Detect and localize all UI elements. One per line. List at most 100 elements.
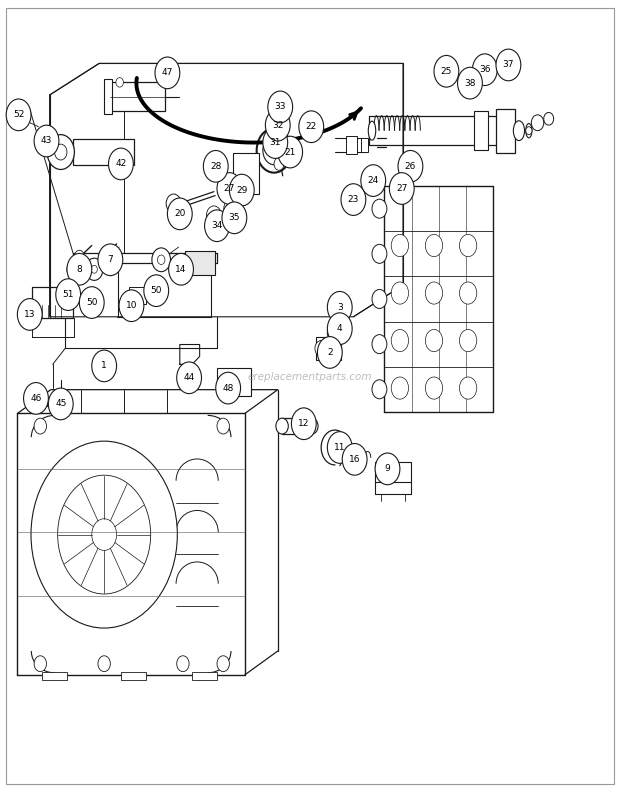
Circle shape [375,453,400,485]
Circle shape [496,49,521,81]
Circle shape [265,155,275,168]
Circle shape [459,377,477,399]
Circle shape [24,383,48,414]
Circle shape [108,148,133,180]
Circle shape [329,341,341,356]
Bar [474,111,488,150]
Circle shape [166,194,181,213]
Circle shape [372,245,387,264]
Ellipse shape [276,418,288,434]
Circle shape [398,150,423,182]
Text: 25: 25 [441,67,452,76]
Circle shape [91,265,97,273]
Text: 45: 45 [55,399,66,409]
Circle shape [155,57,180,89]
Bar [316,337,341,360]
Text: 3: 3 [337,303,343,312]
Text: 26: 26 [405,162,416,171]
Text: 52: 52 [13,110,24,120]
Circle shape [327,432,352,463]
Circle shape [48,388,73,420]
Circle shape [389,173,414,204]
Circle shape [327,313,352,345]
Circle shape [67,253,92,285]
Text: 14: 14 [175,265,187,274]
Circle shape [6,99,31,131]
Circle shape [317,337,342,368]
Ellipse shape [306,418,318,434]
Circle shape [327,291,352,323]
Circle shape [268,91,293,123]
Bar [233,153,259,194]
Bar [375,462,411,482]
Circle shape [47,135,74,169]
Circle shape [342,444,367,475]
Text: 43: 43 [41,136,52,146]
Text: 22: 22 [306,122,317,131]
Text: 16: 16 [349,455,360,464]
Circle shape [330,297,340,310]
Text: 27: 27 [396,184,407,193]
Circle shape [229,174,254,206]
Text: 29: 29 [236,185,247,195]
Circle shape [217,656,229,672]
Circle shape [79,287,104,318]
Circle shape [459,282,477,304]
Text: 44: 44 [184,373,195,383]
Circle shape [391,234,409,257]
Circle shape [425,377,443,399]
Circle shape [217,173,242,204]
Circle shape [116,78,123,87]
Circle shape [327,323,342,342]
Circle shape [56,279,81,310]
Bar [129,287,146,304]
Circle shape [263,136,285,165]
Text: 47: 47 [162,68,173,78]
Text: 35: 35 [229,213,240,223]
Bar [36,394,47,406]
Circle shape [167,198,192,230]
Bar [121,672,146,680]
Circle shape [299,111,324,143]
Circle shape [434,55,459,87]
Text: 24: 24 [368,176,379,185]
Circle shape [274,158,284,170]
Circle shape [92,519,117,550]
Circle shape [391,377,409,399]
Circle shape [53,394,68,413]
Text: 51: 51 [63,290,74,299]
Circle shape [425,234,443,257]
Text: 8: 8 [76,265,82,274]
Circle shape [391,282,409,304]
Circle shape [263,127,288,158]
Text: 12: 12 [298,419,309,428]
Text: 27: 27 [224,184,235,193]
Circle shape [92,350,117,382]
Circle shape [152,248,171,272]
Circle shape [205,210,229,242]
Text: 13: 13 [24,310,35,319]
Circle shape [391,329,409,352]
Circle shape [472,54,497,86]
Circle shape [425,329,443,352]
Circle shape [169,253,193,285]
Text: 4: 4 [337,324,343,333]
Text: ereplacementparts.com: ereplacementparts.com [248,372,372,382]
Circle shape [55,144,67,160]
Text: 50: 50 [86,298,97,307]
Circle shape [315,341,327,356]
Circle shape [34,125,59,157]
Text: 31: 31 [270,138,281,147]
Text: 36: 36 [479,65,490,74]
Bar [361,138,368,152]
Bar [282,418,312,434]
Circle shape [544,112,554,125]
Text: 32: 32 [272,120,283,130]
Bar [73,139,134,165]
Circle shape [458,67,482,99]
Bar [185,251,215,275]
Ellipse shape [368,121,376,140]
Circle shape [272,100,286,119]
Circle shape [119,290,144,322]
Ellipse shape [526,124,532,138]
